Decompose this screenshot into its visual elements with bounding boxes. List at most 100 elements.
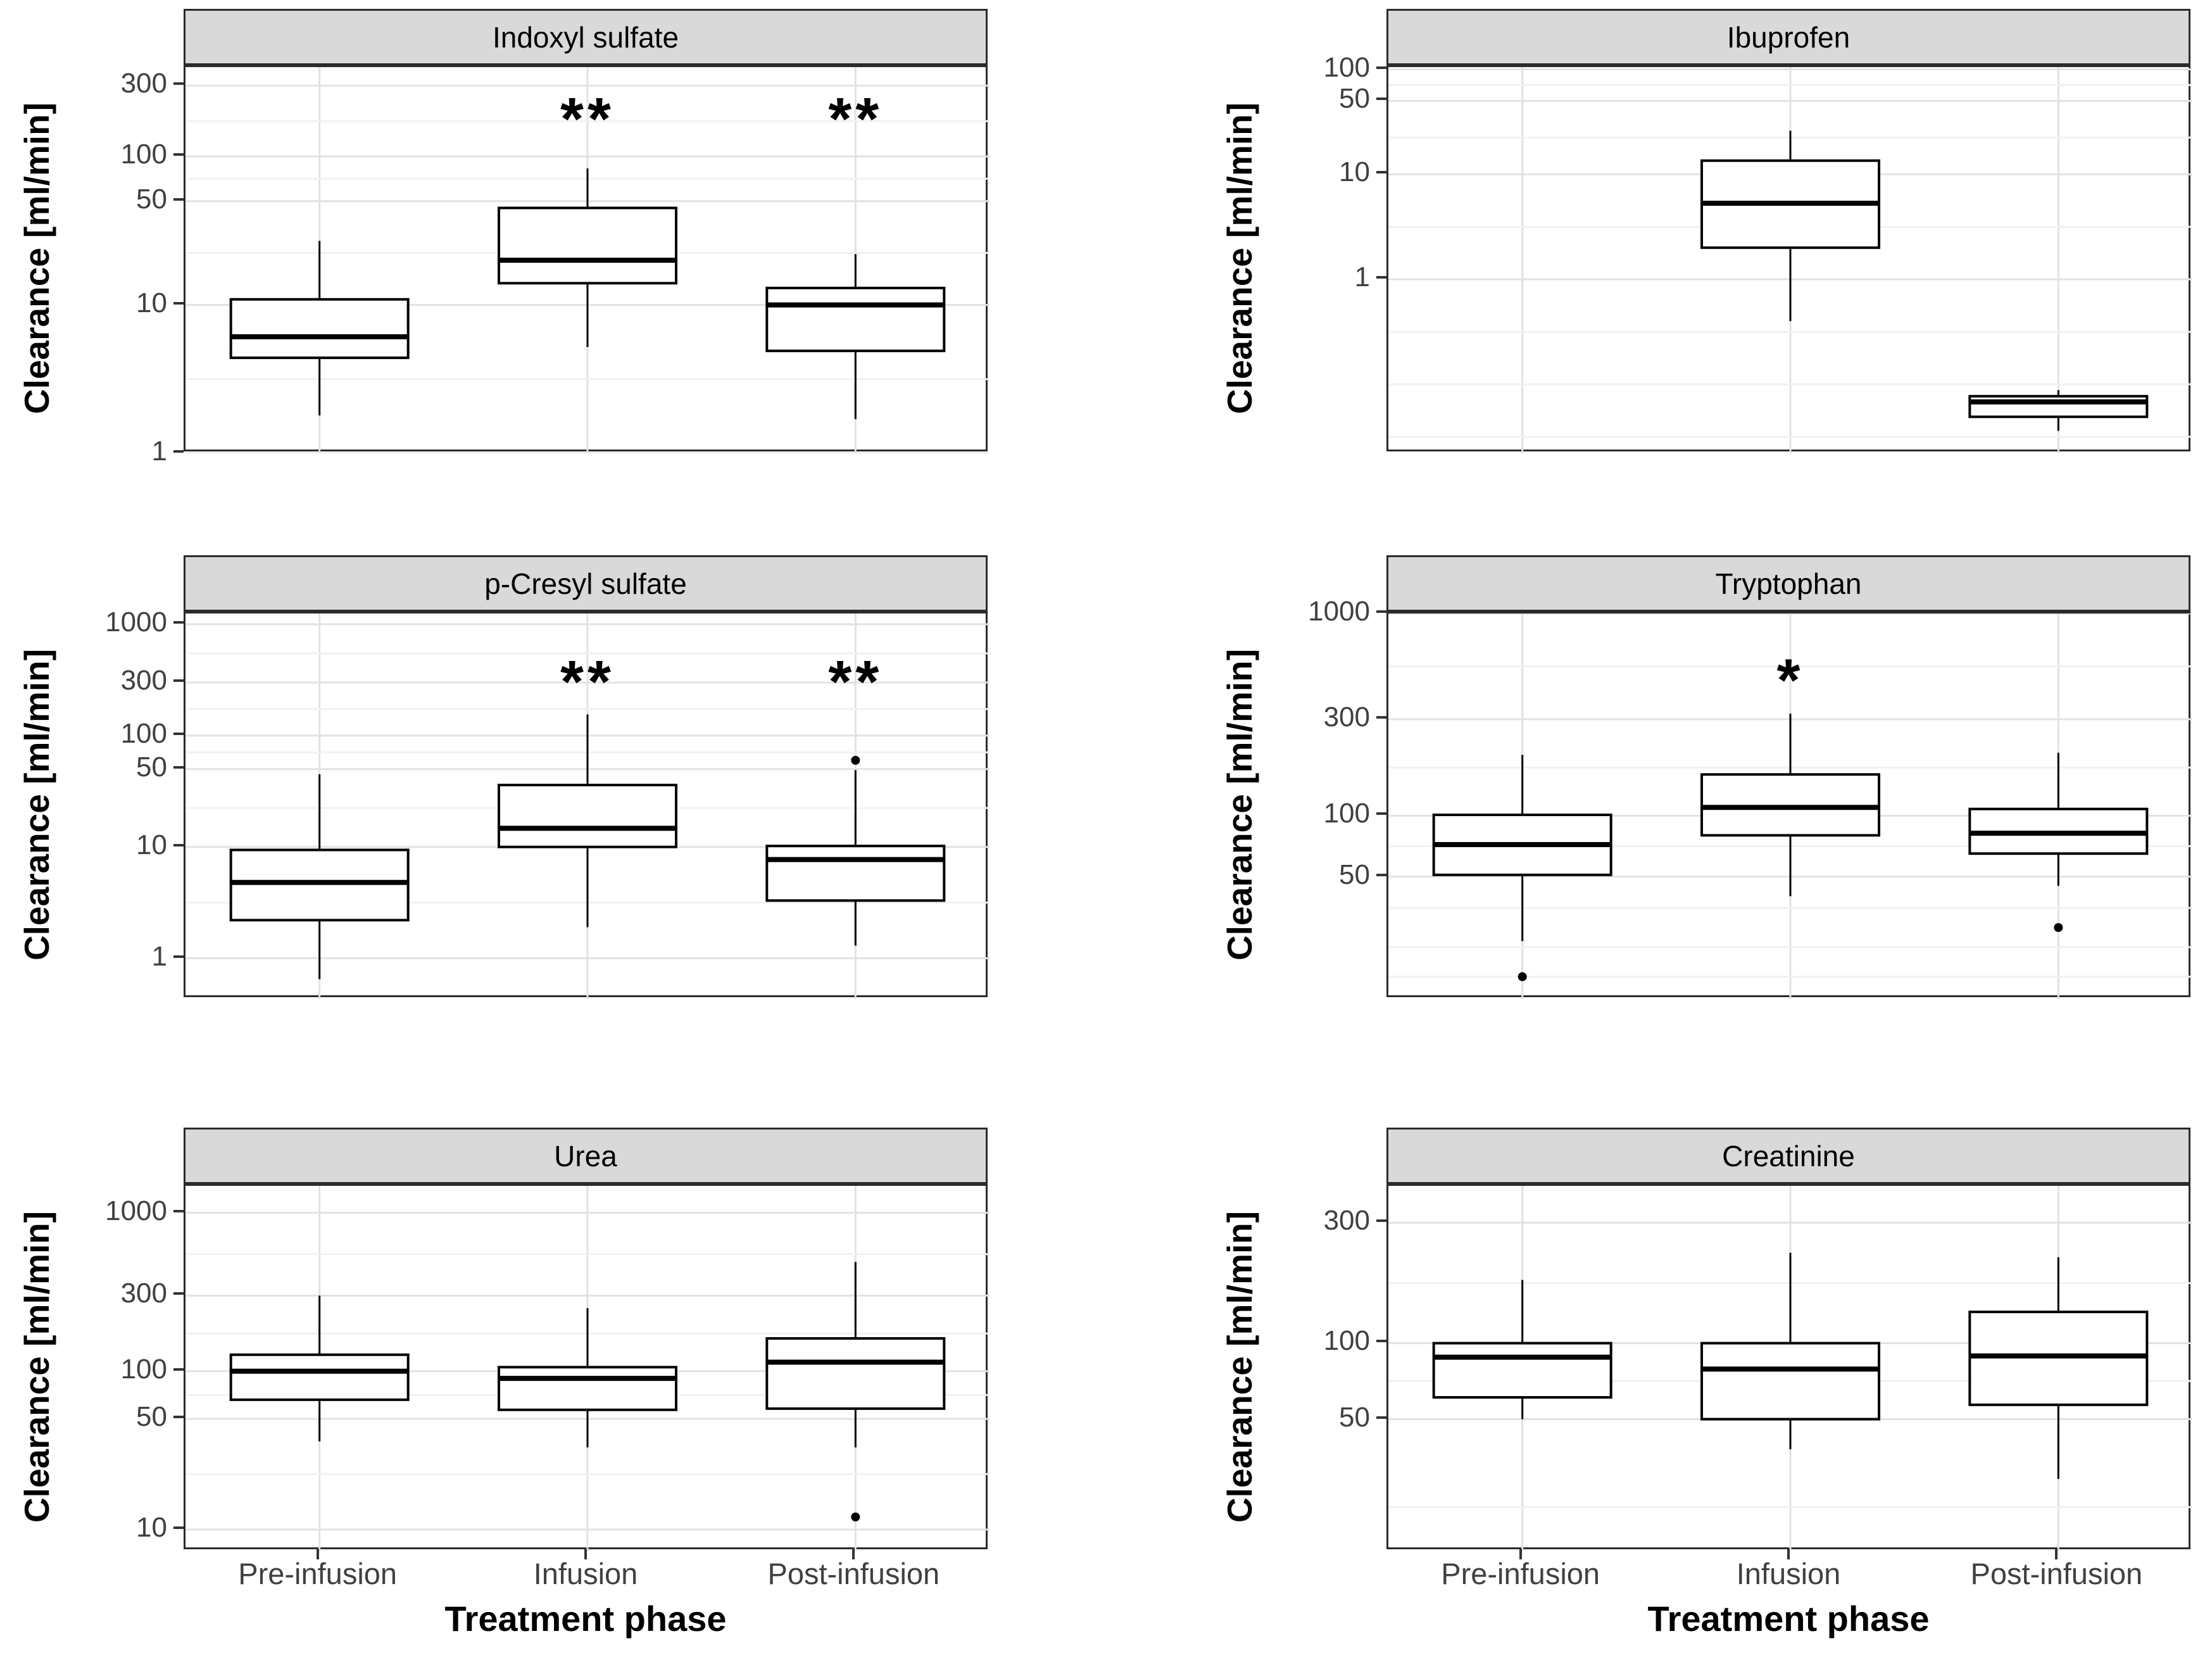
boxplot-canvas [1388, 67, 2192, 453]
box-iqr [229, 298, 410, 360]
boxplot-canvas [1388, 1186, 2192, 1551]
y-tick-label: 100 [1323, 1325, 1370, 1357]
y-tick-mark [1376, 812, 1386, 815]
y-tick-label: 10 [1339, 156, 1370, 188]
outlier-point [851, 755, 860, 765]
x-tick-label: Pre-infusion [1441, 1557, 1600, 1590]
x-tick-mark [852, 1549, 855, 1559]
facet-strip: Tryptophan [1386, 555, 2190, 612]
y-axis-title: Clearance [ml/min] [1220, 102, 1259, 415]
y-tick-mark [1376, 873, 1386, 876]
panel-plot-area [1386, 1184, 2192, 1551]
panel-plot-area: ** ** [184, 65, 990, 453]
y-tick-mark [173, 450, 184, 453]
y-tick-label: 50 [136, 1400, 167, 1432]
facet-strip: Indoxyl sulfate [184, 9, 988, 65]
y-tick-label: 100 [120, 1353, 167, 1385]
y-tick-label: 50 [1339, 83, 1370, 115]
y-tick-mark [173, 1415, 184, 1418]
y-tick-mark [1376, 1219, 1386, 1223]
box-iqr [229, 848, 410, 922]
y-tick-label: 300 [1323, 702, 1370, 733]
y-tick-label: 100 [1323, 51, 1370, 83]
y-tick-mark [173, 82, 184, 85]
y-tick-mark [173, 955, 184, 958]
y-tick-label: 50 [136, 183, 167, 215]
outlier-point [1518, 972, 1527, 981]
y-tick-label: 10 [136, 287, 167, 318]
significance-marker: * [1777, 647, 1804, 714]
y-tick-mark [173, 1209, 184, 1212]
x-tick-label: Infusion [1736, 1557, 1841, 1590]
x-tick-mark [316, 1549, 319, 1559]
y-tick-mark [1376, 171, 1386, 174]
box-iqr [765, 1337, 946, 1410]
box-iqr [765, 286, 946, 353]
panel-plot-area: ** ** [184, 612, 990, 999]
y-tick-label: 1000 [105, 607, 167, 638]
panel-title: Creatinine [1722, 1139, 1855, 1173]
y-axis-title: Clearance [ml/min] [17, 102, 56, 415]
y-tick-mark [1376, 66, 1386, 69]
y-tick-label: 300 [120, 664, 167, 696]
y-axis-title: Clearance [ml/min] [1220, 648, 1259, 960]
box-iqr [1700, 1342, 1880, 1421]
boxplot-canvas: ** ** [185, 614, 990, 999]
y-tick-mark [173, 1368, 184, 1371]
y-tick-label: 1000 [1308, 596, 1370, 627]
panel-title: Ibuprofen [1726, 20, 1851, 54]
panel-title: p-Cresyl sulfate [484, 567, 687, 600]
box-iqr [1968, 394, 2149, 418]
panel-plot-area [1386, 65, 2192, 453]
panel-title: Indoxyl sulfate [492, 20, 679, 54]
y-tick-label: 1 [1354, 261, 1370, 293]
panel-plot-area: * [1386, 612, 2192, 999]
y-tick-label: 1 [151, 436, 167, 467]
y-axis-title: Clearance [ml/min] [17, 1211, 56, 1523]
y-axis-title: Clearance [ml/min] [17, 648, 56, 960]
x-tick-label: Pre-infusion [238, 1557, 398, 1590]
y-tick-label: 300 [120, 1278, 167, 1309]
box-iqr [498, 1366, 677, 1411]
y-tick-mark [173, 153, 184, 156]
y-tick-mark [173, 843, 184, 846]
y-tick-label: 300 [1323, 1205, 1370, 1237]
x-axis-title: Treatment phase [1647, 1599, 1930, 1639]
x-axis-title: Treatment phase [444, 1599, 727, 1639]
y-tick-label: 100 [1323, 798, 1370, 829]
y-tick-mark [173, 301, 184, 305]
y-tick-label: 10 [136, 829, 167, 860]
significance-marker: ** [560, 648, 615, 715]
facet-strip: p-Cresyl sulfate [184, 555, 988, 612]
facet-strip: Creatinine [1386, 1128, 2190, 1184]
y-tick-mark [1376, 276, 1386, 279]
y-tick-label: 50 [1339, 1401, 1370, 1433]
significance-marker: ** [560, 85, 615, 153]
y-tick-label: 50 [1339, 859, 1370, 890]
x-tick-mark [584, 1549, 587, 1559]
x-tick-mark [1787, 1549, 1790, 1559]
y-tick-label: 50 [136, 751, 167, 783]
y-tick-label: 1000 [105, 1195, 167, 1226]
y-tick-label: 300 [120, 68, 167, 99]
panel-title: Urea [554, 1139, 617, 1173]
y-tick-label: 100 [120, 717, 167, 749]
box-iqr [498, 783, 677, 848]
boxplot-canvas [185, 1186, 990, 1551]
panel-plot-area [184, 1184, 990, 1551]
boxplot-canvas: ** ** [185, 67, 990, 453]
y-tick-label: 1 [151, 940, 167, 972]
facet-strip: Urea [184, 1128, 988, 1184]
y-tick-mark [1376, 716, 1386, 719]
x-tick-label: Post-infusion [1970, 1557, 2143, 1590]
y-tick-mark [1376, 1416, 1386, 1419]
y-tick-label: 100 [120, 139, 167, 170]
y-tick-mark [173, 679, 184, 682]
significance-marker: ** [828, 85, 883, 153]
facet-strip: Ibuprofen [1386, 9, 2190, 65]
y-tick-mark [173, 198, 184, 201]
y-tick-mark [173, 732, 184, 735]
y-axis-title: Clearance [ml/min] [1220, 1211, 1259, 1523]
boxplot-canvas: * [1388, 614, 2192, 999]
